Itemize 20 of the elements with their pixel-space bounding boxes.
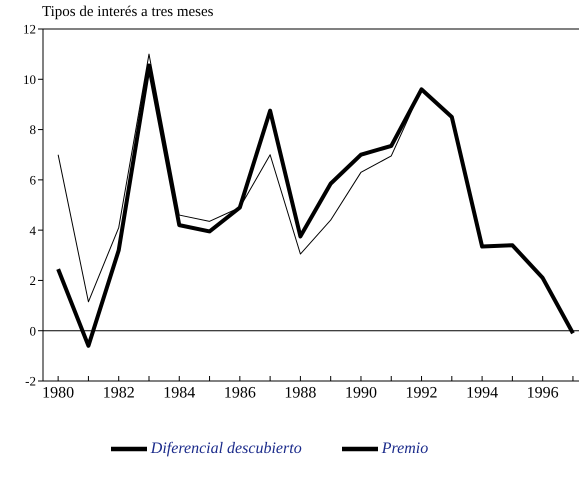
x-tick-label: 1990 xyxy=(344,384,377,402)
y-tick-label: 8 xyxy=(30,122,36,138)
x-tick-label: 1988 xyxy=(284,384,316,402)
x-tick-label: 1986 xyxy=(224,384,256,402)
y-tick-label: 10 xyxy=(23,72,36,87)
y-tick-label: 4 xyxy=(30,222,36,238)
x-tick-label: 1992 xyxy=(406,384,438,402)
x-tick-label: 1984 xyxy=(163,384,196,402)
x-tick-label: 1996 xyxy=(526,384,559,402)
y-tick-label: -2 xyxy=(25,374,36,389)
legend-label: Diferencial descubierto xyxy=(150,440,302,457)
x-tick-label: 1994 xyxy=(466,384,498,402)
x-tick-label: 1980 xyxy=(42,384,74,402)
y-tick-label: 6 xyxy=(30,172,36,188)
chart-title: Tipos de interés a tres meses xyxy=(42,4,214,21)
legend-label: Premio xyxy=(382,440,428,457)
y-tick-label: 0 xyxy=(30,323,36,338)
y-tick-label: 2 xyxy=(30,273,36,288)
x-tick-label: 1982 xyxy=(102,384,135,402)
y-tick-label: 12 xyxy=(23,22,36,37)
